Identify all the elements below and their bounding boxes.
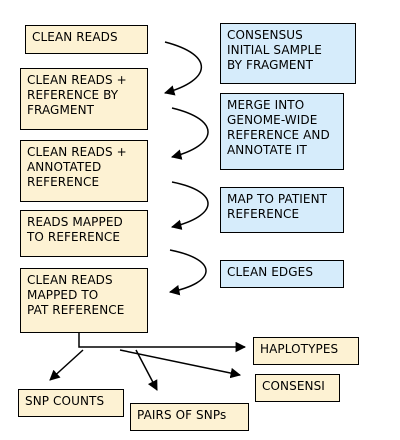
curved-arrow-2 bbox=[170, 107, 209, 160]
node-merge-genome-wide: MERGE INTO GENOME-WIDE REFERENCE AND ANN… bbox=[220, 93, 344, 170]
node-consensus-initial-sample: CONSENSUS INITIAL SAMPLE BY FRAGMENT bbox=[220, 23, 356, 84]
node-haplotypes: HAPLOTYPES bbox=[253, 337, 359, 365]
curved-arrow-3 bbox=[170, 181, 209, 230]
node-clean-reads-mapped-pat-ref: CLEAN READS MAPPED TO PAT REFERENCE bbox=[20, 268, 148, 333]
arrow-to-consensi bbox=[119, 349, 242, 379]
arrow-to-pairs-of-snps bbox=[135, 349, 158, 391]
node-consensi: CONSENSI bbox=[255, 374, 340, 402]
node-clean-reads-ref-by-fragment: CLEAN READS + REFERENCE BY FRAGMENT bbox=[20, 68, 148, 130]
node-clean-reads: CLEAN READS bbox=[25, 25, 148, 54]
curved-arrow-1 bbox=[163, 41, 203, 96]
branch-line bbox=[78, 333, 247, 353]
node-map-to-patient-ref: MAP TO PATIENT REFERENCE bbox=[220, 187, 344, 233]
arrow-to-snp-counts bbox=[49, 349, 84, 381]
curved-arrow-4 bbox=[168, 249, 207, 296]
node-pairs-of-snps: PAIRS OF SNPs bbox=[130, 403, 249, 431]
node-clean-reads-annotated-ref: CLEAN READS + ANNOTATED REFERENCE bbox=[20, 140, 148, 202]
node-snp-counts: SNP COUNTS bbox=[18, 389, 124, 417]
node-clean-edges: CLEAN EDGES bbox=[220, 260, 344, 288]
node-reads-mapped-to-ref: READS MAPPED TO REFERENCE bbox=[20, 210, 148, 257]
